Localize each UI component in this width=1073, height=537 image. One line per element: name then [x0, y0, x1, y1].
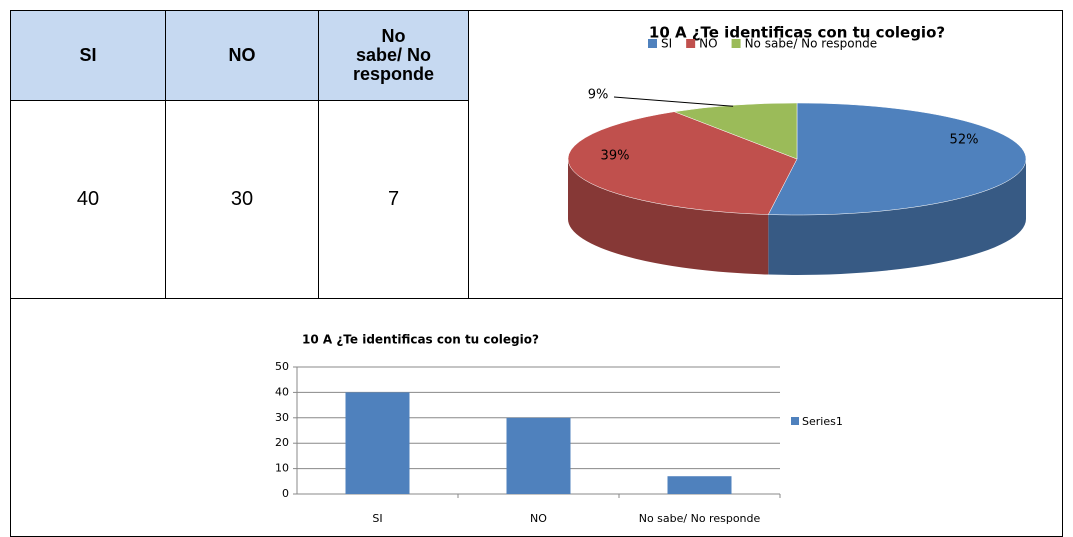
pie-title: 10 A ¿Te identificas con tu colegio? — [649, 24, 945, 42]
legend-swatch — [731, 39, 741, 48]
legend-swatch — [648, 39, 657, 48]
x-tick-label: SI — [372, 512, 382, 525]
pie-slice — [673, 102, 798, 160]
x-tick-label: NO — [530, 512, 547, 525]
bar — [667, 476, 732, 494]
legend-label: No sabe/ No responde — [745, 37, 878, 51]
bar — [345, 392, 410, 494]
y-tick-label: 50 — [275, 360, 289, 373]
legend-label: Series1 — [802, 415, 843, 428]
data-label: 9% — [588, 88, 609, 103]
header-cell: SI — [10, 10, 166, 101]
leader-line — [613, 96, 734, 107]
pie-side — [568, 159, 769, 275]
legend-label: SI — [661, 37, 672, 51]
pie-side — [768, 159, 1026, 275]
x-tick-label: No sabe/ No responde — [639, 512, 761, 525]
header-cell: NO — [165, 10, 319, 101]
data-label: 39% — [601, 149, 630, 164]
pie-slice — [767, 102, 1027, 216]
data-label: 52% — [950, 133, 979, 148]
y-tick-label: 10 — [275, 462, 289, 475]
y-tick-label: 30 — [275, 411, 289, 424]
pie-slice — [567, 111, 798, 215]
y-tick-label: 20 — [275, 436, 289, 449]
y-tick-label: 0 — [282, 487, 289, 500]
y-tick-label: 40 — [275, 385, 289, 398]
legend-label: NO — [699, 37, 717, 51]
legend-swatch — [686, 39, 696, 48]
header-cell: No sabe/ No responde — [318, 10, 469, 101]
legend-swatch — [791, 417, 799, 425]
bar — [506, 417, 571, 494]
bar-title: 10 A ¿Te identificas con tu colegio? — [302, 333, 539, 347]
